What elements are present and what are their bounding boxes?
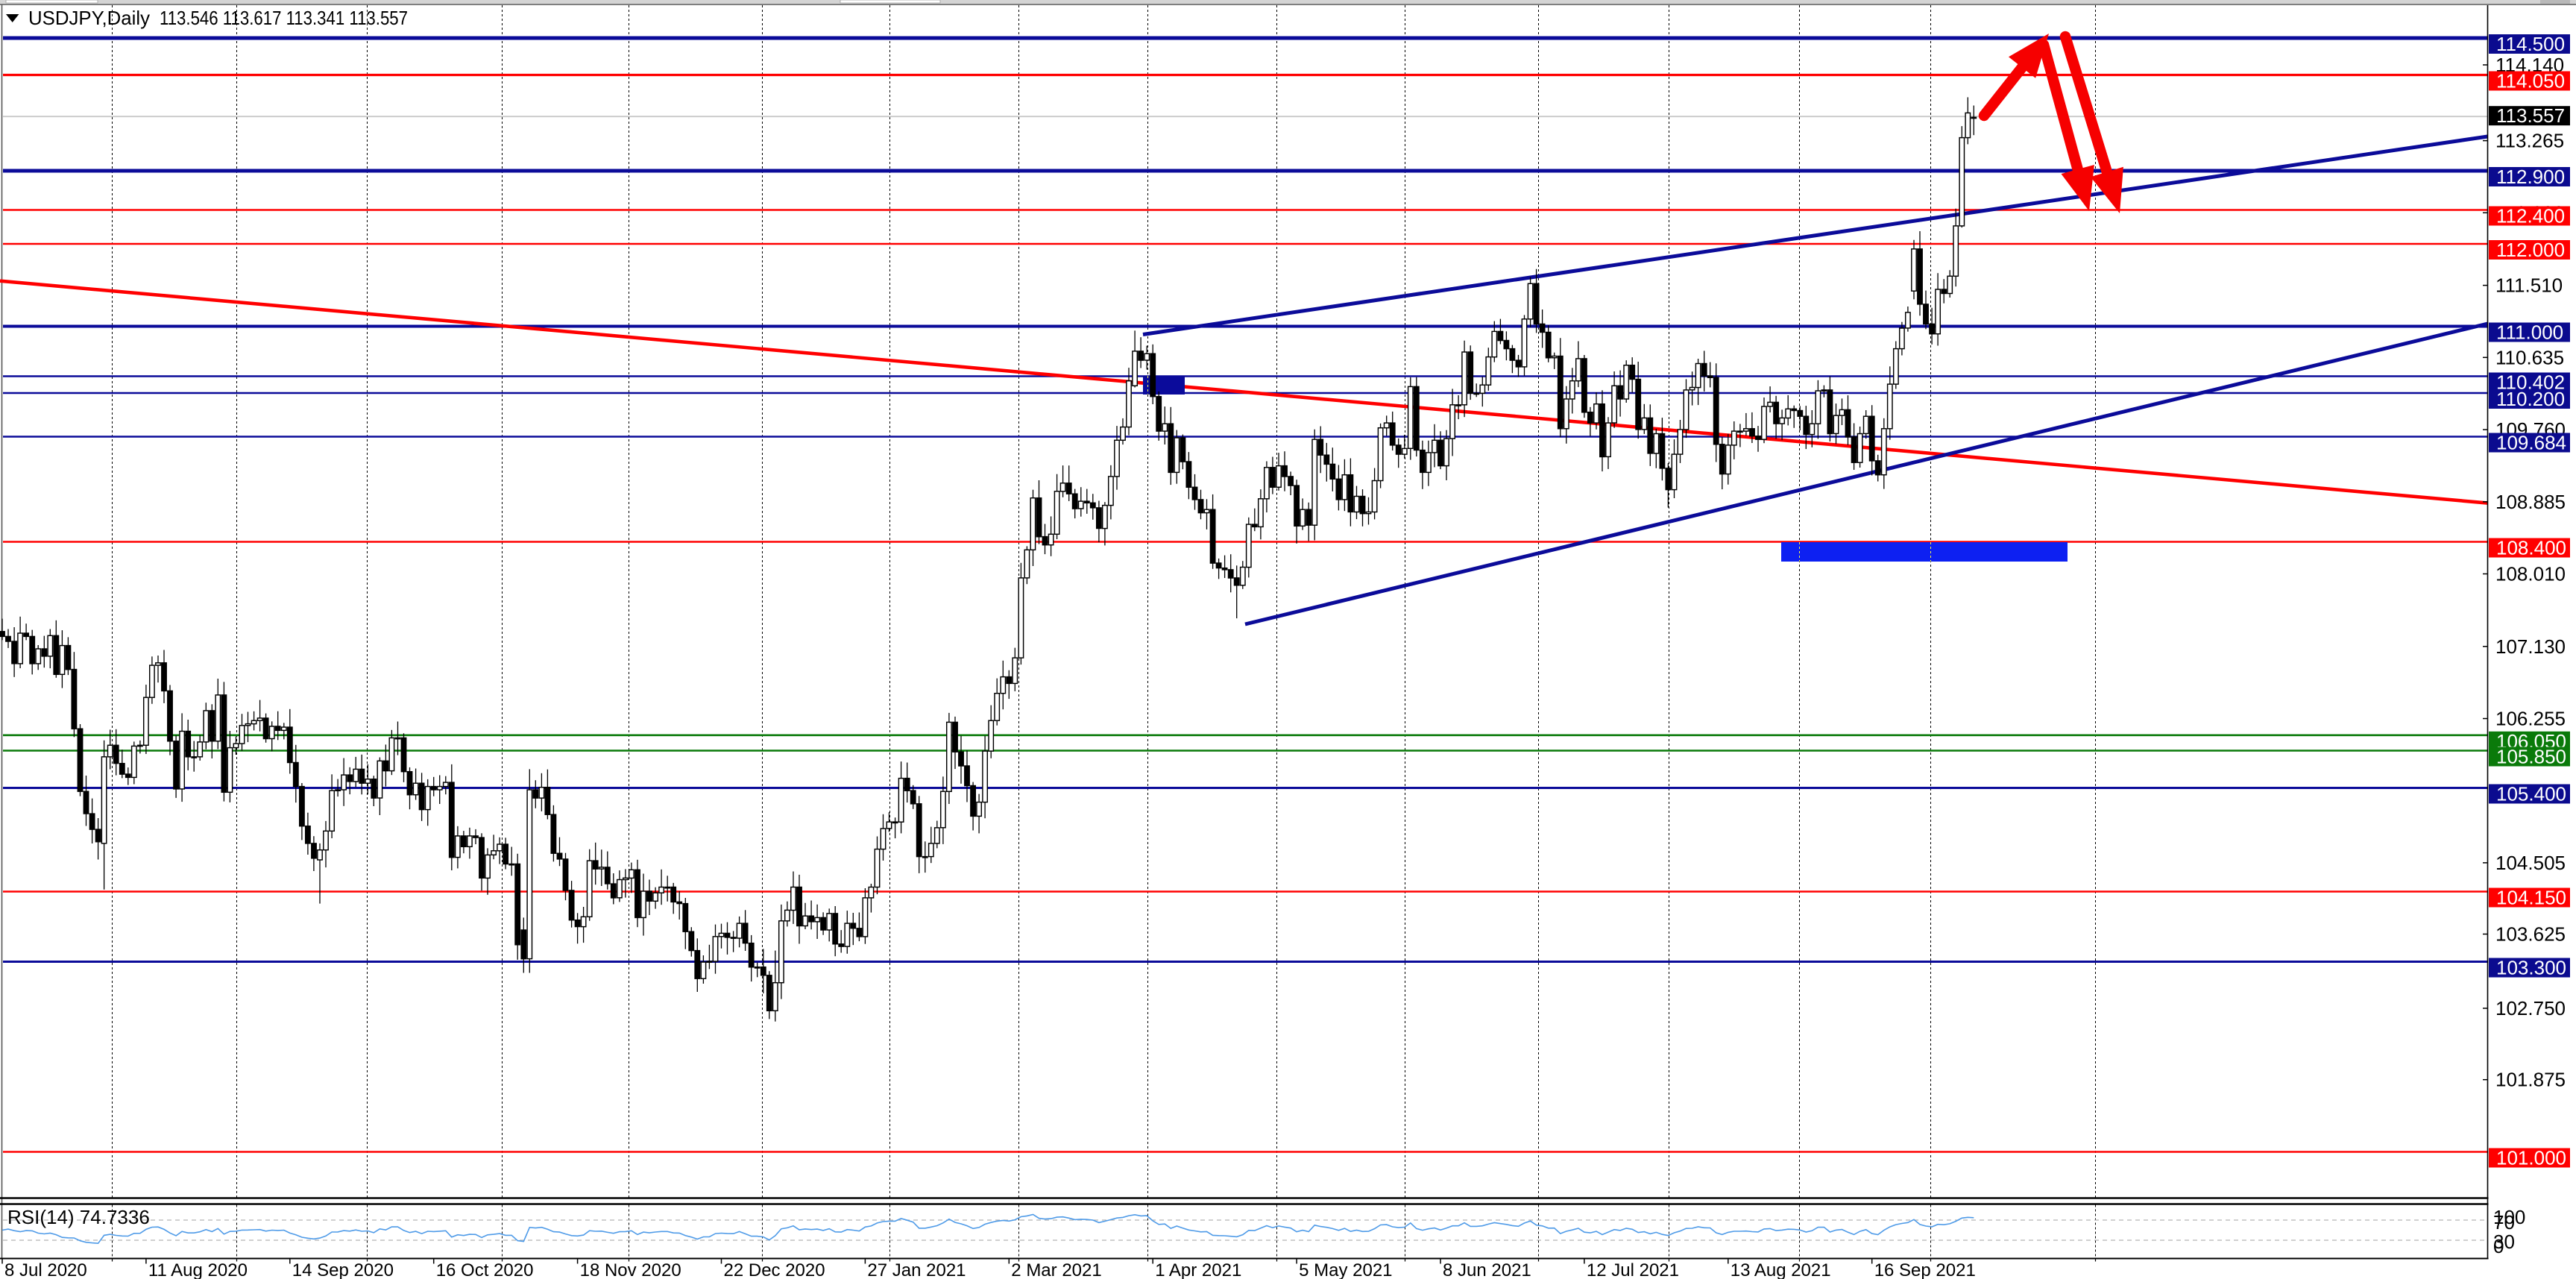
svg-text:111.000: 111.000 (2496, 321, 2563, 344)
svg-text:27 Jan 2021: 27 Jan 2021 (867, 1260, 966, 1279)
svg-text:108.010: 108.010 (2495, 563, 2566, 585)
svg-text:103.300: 103.300 (2496, 957, 2566, 979)
svg-text:105.850: 105.850 (2496, 746, 2566, 768)
svg-text:101.000: 101.000 (2496, 1147, 2566, 1169)
svg-text:103.625: 103.625 (2495, 923, 2566, 946)
svg-text:111.510: 111.510 (2495, 274, 2563, 297)
svg-text:USDJPY,Daily: USDJPY,Daily (28, 7, 150, 29)
svg-text:11 Aug 2020: 11 Aug 2020 (148, 1260, 248, 1279)
svg-text:22 Dec 2020: 22 Dec 2020 (724, 1260, 825, 1279)
svg-text:102.750: 102.750 (2495, 997, 2566, 1019)
svg-text:112.400: 112.400 (2496, 205, 2565, 227)
svg-text:110.635: 110.635 (2495, 346, 2564, 368)
svg-text:104.505: 104.505 (2495, 852, 2566, 874)
svg-text:13 Aug 2021: 13 Aug 2021 (1731, 1260, 1831, 1279)
svg-text:5 May 2021: 5 May 2021 (1299, 1260, 1392, 1279)
svg-text:113.546 113.617 113.341 113.55: 113.546 113.617 113.341 113.557 (160, 7, 408, 29)
svg-text:0: 0 (2493, 1235, 2504, 1257)
svg-text:30: 30 (2493, 1231, 2515, 1253)
svg-text:70: 70 (2493, 1211, 2515, 1234)
svg-text:112.900: 112.900 (2496, 166, 2565, 188)
svg-text:8 Jul 2020: 8 Jul 2020 (4, 1260, 87, 1279)
svg-text:112.000: 112.000 (2496, 239, 2565, 261)
svg-text:114.500: 114.500 (2496, 33, 2565, 55)
svg-text:8 Jun 2021: 8 Jun 2021 (1443, 1260, 1531, 1279)
svg-text:16 Sep 2021: 16 Sep 2021 (1874, 1260, 1976, 1279)
svg-text:RSI(14) 74.7336: RSI(14) 74.7336 (7, 1206, 150, 1228)
svg-text:101.875: 101.875 (2495, 1069, 2566, 1091)
svg-text:2 Mar 2021: 2 Mar 2021 (1011, 1260, 1101, 1279)
svg-text:108.400: 108.400 (2496, 537, 2566, 559)
svg-text:100: 100 (2493, 1206, 2525, 1228)
svg-text:106.255: 106.255 (2495, 708, 2566, 730)
svg-text:1 Apr 2021: 1 Apr 2021 (1155, 1260, 1241, 1279)
svg-text:109.684: 109.684 (2496, 432, 2566, 454)
svg-text:113.265: 113.265 (2495, 130, 2564, 152)
svg-text:16 Oct 2020: 16 Oct 2020 (436, 1260, 534, 1279)
svg-text:113.557: 113.557 (2496, 104, 2565, 127)
svg-text:114.050: 114.050 (2496, 70, 2565, 92)
svg-text:14 Sep 2020: 14 Sep 2020 (292, 1260, 394, 1279)
svg-text:18 Nov 2020: 18 Nov 2020 (580, 1260, 681, 1279)
svg-text:108.885: 108.885 (2495, 491, 2566, 513)
svg-text:12 Jul 2021: 12 Jul 2021 (1587, 1260, 1679, 1279)
svg-text:104.150: 104.150 (2496, 887, 2566, 909)
svg-text:110.200: 110.200 (2496, 388, 2565, 410)
svg-text:107.130: 107.130 (2495, 635, 2566, 658)
svg-text:105.400: 105.400 (2496, 783, 2566, 805)
